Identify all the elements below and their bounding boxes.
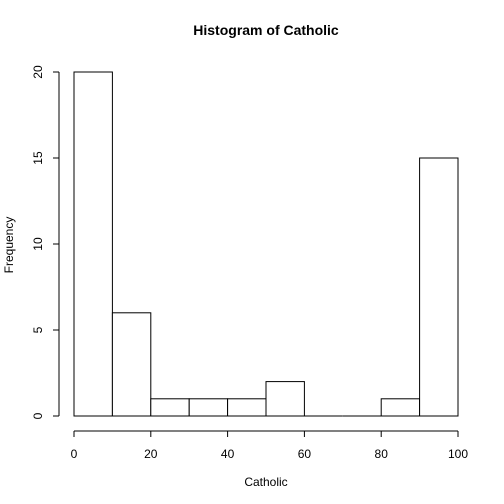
histogram-bar-0	[74, 72, 112, 416]
y-axis-label: Frequency	[2, 217, 16, 274]
histogram-bar-1	[112, 313, 150, 416]
histogram-bar-3	[189, 399, 227, 416]
chart-title: Histogram of Catholic	[193, 22, 339, 38]
x-tick-label-4: 80	[375, 447, 389, 461]
histogram-bar-4	[228, 399, 266, 416]
y-tick-label-0: 0	[31, 412, 45, 419]
histogram-bar-2	[151, 399, 189, 416]
x-tick-label-2: 40	[221, 447, 235, 461]
histogram-bar-8	[381, 399, 419, 416]
bars-group	[74, 72, 458, 416]
y-axis: 0 5 10 15 20	[31, 65, 59, 419]
x-axis-label: Catholic	[244, 475, 287, 489]
y-tick-label-2: 10	[31, 237, 45, 251]
x-tick-label-0: 0	[71, 447, 78, 461]
x-axis: 0 20 40 60 80 100	[71, 431, 469, 461]
y-tick-label-1: 5	[31, 326, 45, 333]
x-tick-label-5: 100	[448, 447, 468, 461]
x-tick-label-3: 60	[298, 447, 312, 461]
histogram-bar-9	[420, 158, 458, 416]
y-tick-label-4: 20	[31, 65, 45, 79]
x-tick-label-1: 20	[144, 447, 158, 461]
y-tick-label-3: 15	[31, 151, 45, 165]
histogram-bar-5	[266, 382, 304, 416]
